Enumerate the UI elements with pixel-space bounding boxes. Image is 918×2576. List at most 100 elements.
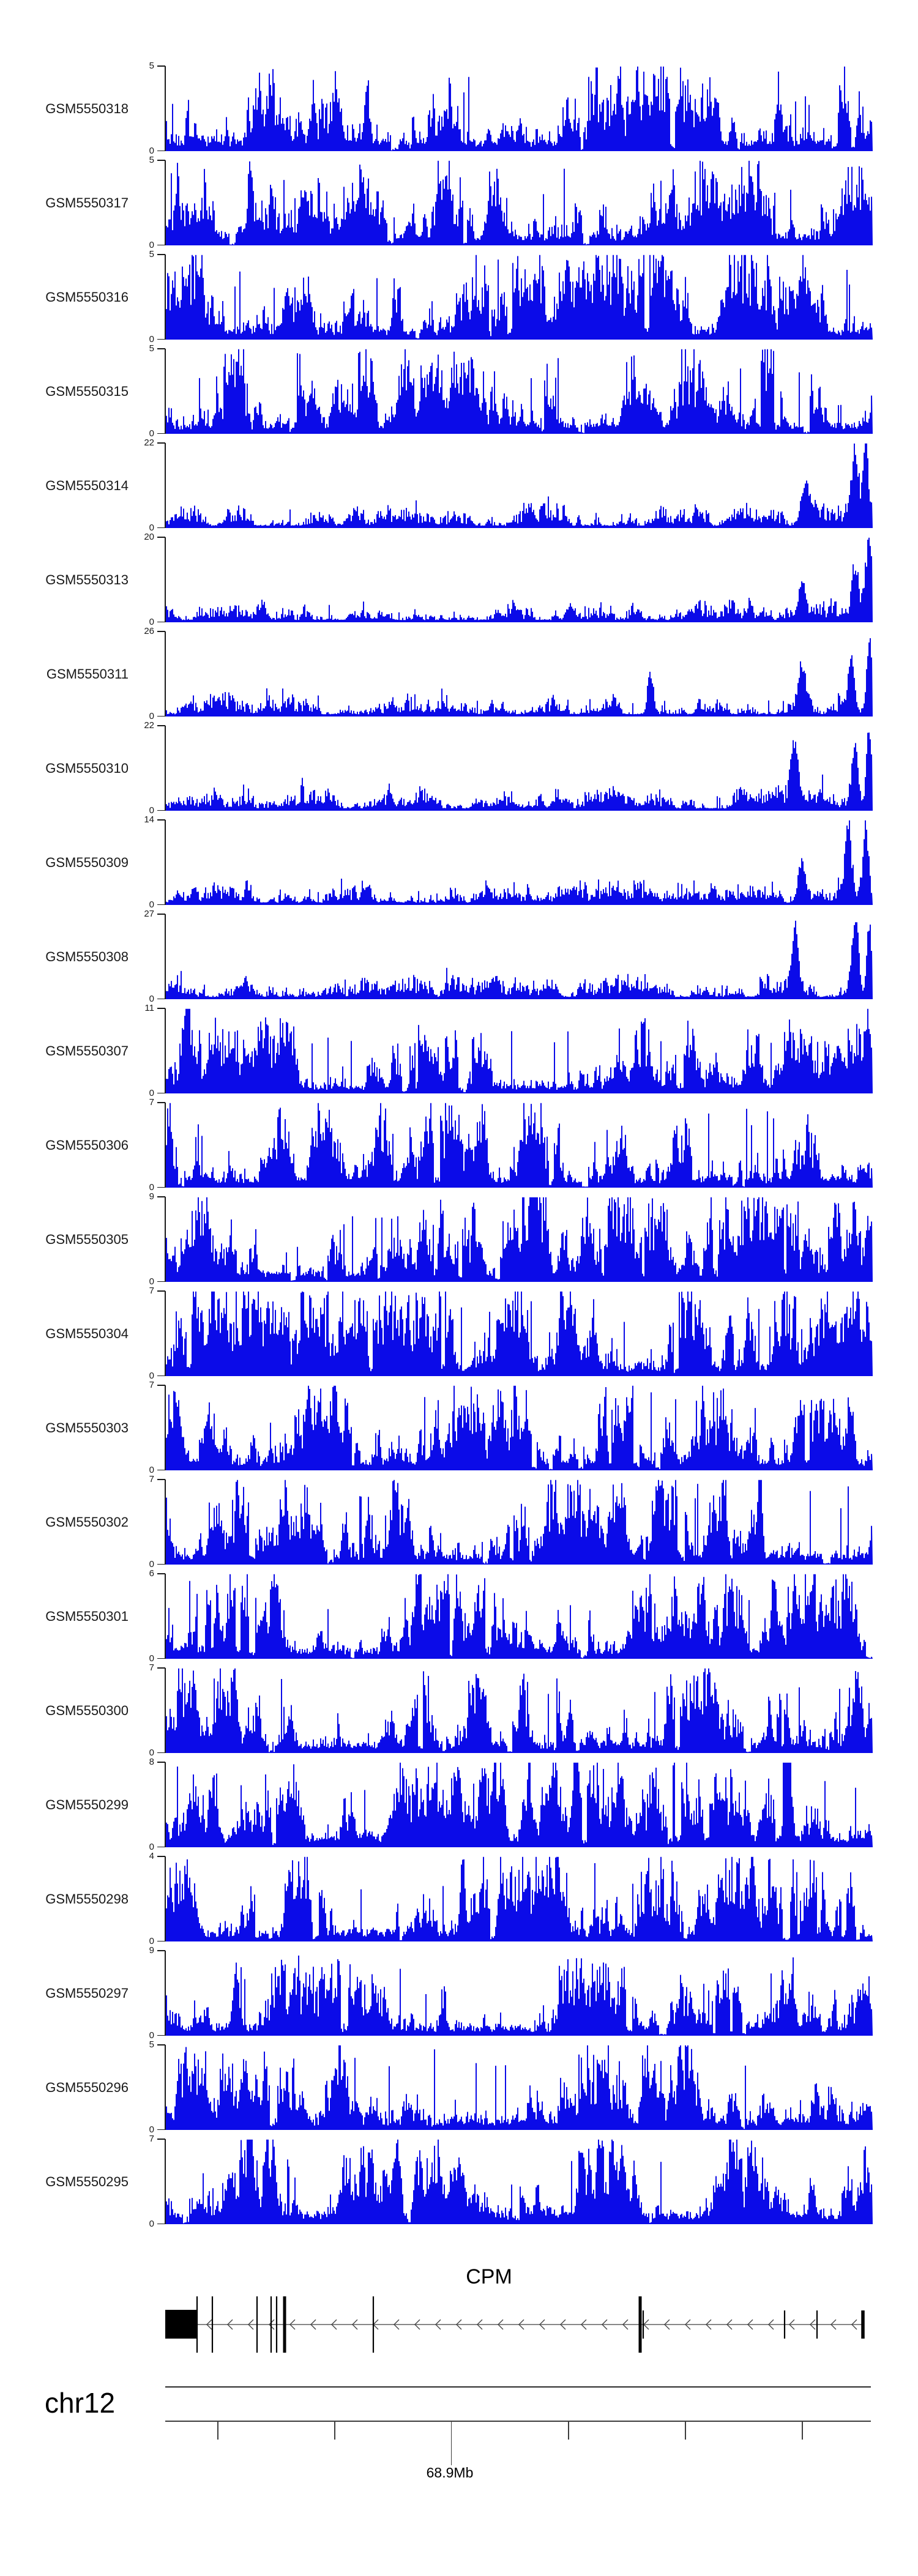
coverage-histogram (166, 1480, 873, 1565)
coverage-histogram (166, 1103, 873, 1188)
sample-label: GSM5550297 (45, 1986, 129, 2001)
y-axis-zero-label: 0 (149, 2124, 154, 2135)
y-axis-zero-tick (157, 810, 165, 811)
strand-direction-arrow-icon (269, 2319, 275, 2330)
y-axis-top-tick (157, 2044, 165, 2046)
sample-label: GSM5550302 (45, 1514, 129, 1530)
coverage-histogram (166, 1762, 873, 1847)
y-axis-max-label: 4 (149, 1851, 154, 1861)
coverage-histogram (166, 820, 873, 905)
y-axis-zero-tick (157, 244, 165, 246)
coverage-area (166, 160, 873, 245)
strand-direction-arrow-icon (602, 2319, 608, 2330)
y-axis-zero-tick (157, 1846, 165, 1848)
y-axis-zero-label: 0 (149, 1842, 154, 1852)
coverage-area (166, 638, 873, 717)
y-axis-top-tick (157, 1856, 165, 1857)
axis-minor-tick (568, 2421, 569, 2440)
y-axis-zero-label: 0 (149, 1276, 154, 1287)
coverage-area (166, 443, 873, 528)
strand-direction-arrow-icon (498, 2319, 504, 2330)
y-axis-line (165, 443, 166, 528)
sample-label: GSM5550311 (46, 666, 129, 682)
sample-label: GSM5550307 (45, 1043, 129, 1059)
coverage-histogram (166, 732, 873, 811)
coverage-histogram (166, 2139, 873, 2224)
coverage-histogram (166, 349, 873, 434)
y-axis-line (165, 1762, 166, 1847)
y-axis-max-label: 14 (144, 814, 154, 825)
sample-label: GSM5550310 (45, 761, 129, 776)
strand-direction-arrow-icon (726, 2319, 733, 2330)
coverage-histogram (166, 1291, 873, 1376)
y-axis-zero-label: 0 (149, 1182, 154, 1193)
y-axis-line (165, 160, 166, 245)
y-axis-max-label: 7 (149, 1380, 154, 1390)
sample-label: GSM5550313 (45, 572, 129, 587)
y-axis-zero-label: 0 (149, 711, 154, 721)
y-axis-top-tick (157, 537, 165, 538)
strand-direction-arrow-icon (456, 2319, 462, 2330)
y-axis-zero-tick (157, 1752, 165, 1754)
y-axis-max-label: 7 (149, 1286, 154, 1296)
y-axis-line (165, 631, 166, 717)
y-axis-zero-label: 0 (149, 523, 154, 533)
coverage-area (166, 920, 873, 999)
y-axis-line (165, 1668, 166, 1753)
gene-title: CPM (466, 2265, 512, 2288)
sample-label: GSM5550300 (45, 1703, 129, 1718)
y-axis-zero-label: 0 (149, 1559, 154, 1569)
coverage-histogram (166, 920, 873, 999)
strand-direction-arrow-icon (768, 2319, 774, 2330)
strand-direction-arrow-icon (310, 2319, 316, 2330)
strand-direction-arrow-icon (685, 2319, 691, 2330)
y-axis-top-tick (157, 1762, 165, 1763)
strand-direction-arrow-icon (789, 2319, 795, 2330)
y-axis-top-tick (157, 442, 165, 444)
strand-direction-arrow-icon (435, 2319, 441, 2330)
track-row: GSM5550298 4 0 (0, 1851, 918, 1951)
coverage-area (166, 537, 873, 622)
y-axis-zero-label: 0 (149, 146, 154, 156)
y-axis-line (165, 255, 166, 340)
y-axis-max-label: 5 (149, 249, 154, 259)
coverage-histogram (166, 443, 873, 528)
track-row: GSM5550296 5 0 (0, 2039, 918, 2139)
track-row: GSM5550318 5 0 (0, 61, 918, 160)
y-axis-line (165, 1480, 166, 1565)
y-axis-zero-label: 0 (149, 1371, 154, 1381)
y-axis-zero-label: 0 (149, 2030, 154, 2041)
y-axis-top-tick (157, 1385, 165, 1386)
track-row: GSM5550304 7 0 (0, 1286, 918, 1385)
utr-exon-box (165, 2310, 197, 2339)
y-axis-top-tick (157, 65, 165, 67)
y-axis-max-label: 22 (144, 437, 154, 448)
strand-direction-arrow-icon (664, 2319, 670, 2330)
y-axis-line (165, 1856, 166, 1941)
y-axis-zero-tick (157, 2034, 165, 2036)
genome-axis-line (165, 2421, 871, 2422)
strand-direction-arrow-icon (539, 2319, 545, 2330)
y-axis-max-label: 9 (149, 1945, 154, 1956)
coverage-area (166, 1668, 873, 1753)
axis-minor-tick (334, 2421, 335, 2440)
coverage-area (166, 820, 873, 905)
coverage-histogram (166, 160, 873, 245)
coverage-histogram (166, 1668, 873, 1753)
y-axis-top-tick (157, 1573, 165, 1574)
strand-direction-arrow-icon (331, 2319, 337, 2330)
y-axis-top-tick (157, 725, 165, 726)
sample-label: GSM5550295 (45, 2174, 129, 2189)
y-axis-top-tick (157, 1479, 165, 1480)
sample-label: GSM5550304 (45, 1326, 129, 1341)
y-axis-zero-label: 0 (149, 428, 154, 439)
axis-minor-tick (217, 2421, 218, 2440)
y-axis-zero-tick (157, 1375, 165, 1377)
y-axis-max-label: 5 (149, 155, 154, 165)
y-axis-zero-label: 0 (149, 240, 154, 250)
y-axis-line (165, 1008, 166, 1093)
y-axis-top-tick (157, 819, 165, 821)
strand-direction-arrow-icon (706, 2319, 712, 2330)
y-axis-zero-label: 0 (149, 994, 154, 1004)
y-axis-max-label: 7 (149, 2134, 154, 2144)
